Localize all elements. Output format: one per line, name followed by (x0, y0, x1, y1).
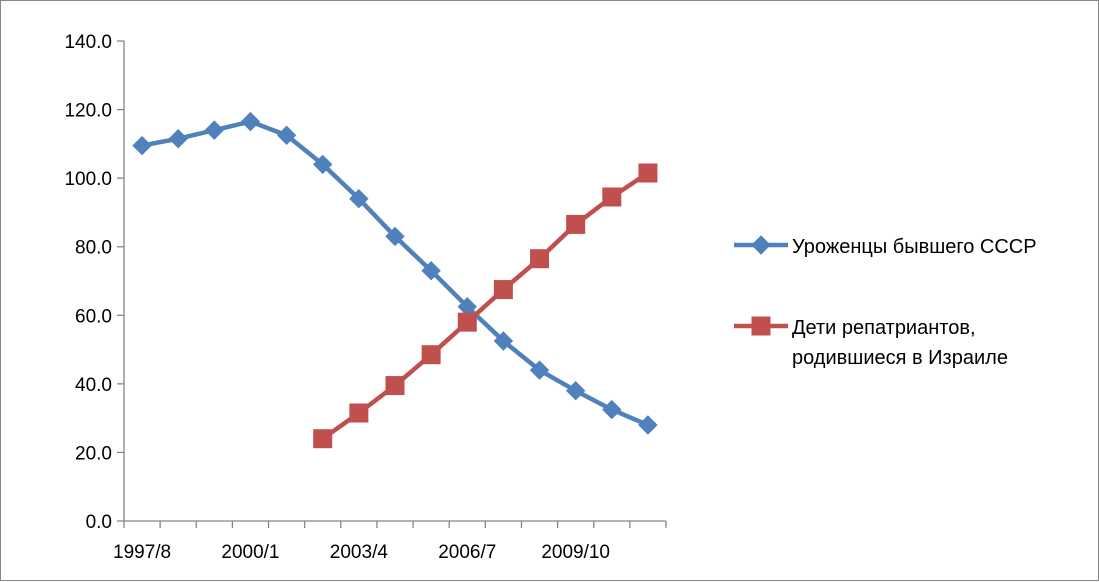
legend-marker-2 (751, 316, 771, 336)
series-1-marker (529, 360, 550, 380)
series-1-marker (240, 111, 261, 132)
series-1-marker (168, 129, 188, 149)
y-tick-label: 80.0 (75, 238, 112, 259)
legend: Уроженцы бывшего СССР Дети репатриантов, р… (734, 235, 1037, 369)
series-2-marker (313, 429, 333, 449)
series-1-marker (602, 399, 622, 420)
x-tick-label: 2006/7 (438, 542, 496, 563)
x-tick-label: 2000/1 (221, 542, 279, 563)
series-2-marker (349, 403, 369, 423)
series-1-marker (276, 125, 297, 145)
series-1-marker (565, 381, 586, 401)
series-1-marker (421, 261, 441, 281)
series-2-marker (566, 214, 586, 234)
x-tick-label: 2009/10 (541, 542, 610, 563)
series-1-marker (493, 331, 514, 351)
series-line-2 (320, 170, 651, 441)
y-tick-label: 100.0 (64, 169, 112, 190)
series-2-marker (530, 249, 550, 269)
series-2-marker (493, 280, 513, 300)
series-1-marker (638, 415, 658, 435)
y-tick-label: 20.0 (75, 443, 112, 464)
legend-marker-1 (751, 235, 771, 255)
series-1-marker (385, 226, 405, 247)
plot-series (132, 111, 658, 449)
series-1-marker (313, 154, 333, 175)
series-1-marker (132, 135, 152, 156)
series-2-marker (385, 376, 405, 396)
y-tick-label: 140.0 (64, 32, 112, 53)
axes: 0.0 20.0 40.0 60.0 80.0 100.0 120.0 140.0 1997/8… (64, 32, 667, 563)
series-1-marker (204, 120, 225, 140)
y-tick-label: 60.0 (75, 306, 112, 327)
x-tick-label: 1997/8 (113, 542, 171, 563)
series-1-marker (349, 189, 369, 209)
series-2-marker (421, 345, 441, 365)
y-tick-label: 120.0 (64, 101, 112, 122)
y-tick-label: 40.0 (75, 375, 112, 396)
legend-label-2: родившиеся в Израиле (792, 347, 1008, 369)
x-tick-label: 2003/4 (330, 542, 389, 563)
series-2-marker (638, 163, 658, 183)
series-2-marker (457, 312, 477, 332)
series-2-marker (602, 187, 622, 207)
legend-label-2: Дети репатриантов, (792, 317, 976, 339)
legend-label-1: Уроженцы бывшего СССР (792, 236, 1037, 258)
y-tick-label: 0.0 (86, 512, 112, 533)
